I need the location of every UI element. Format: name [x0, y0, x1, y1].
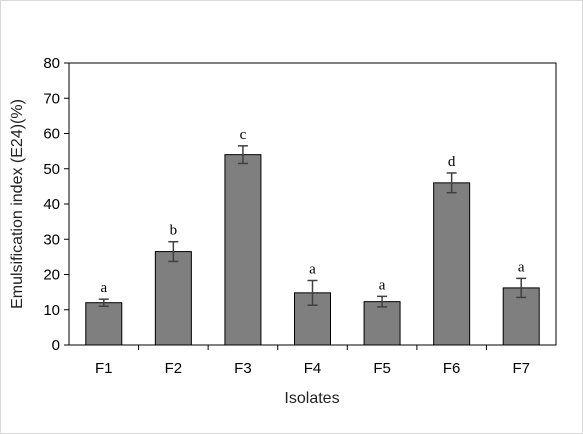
x-tick-label: F6: [443, 360, 461, 377]
significance-label-f5: a: [379, 277, 386, 293]
significance-label-f7: a: [518, 259, 525, 275]
y-axis-title: Emulsification index (E24)(%): [9, 99, 26, 309]
y-tick-label: 50: [43, 161, 60, 178]
plot-area-frame: [68, 62, 557, 346]
y-tick-label: 70: [43, 90, 60, 107]
y-tick-label: 80: [43, 55, 60, 72]
error-bar-f1: [98, 298, 109, 307]
significance-label-f4: a: [309, 261, 316, 277]
significance-label-f3: c: [240, 127, 247, 143]
x-tick-label: F4: [304, 360, 322, 377]
x-axis-title: Isolates: [284, 390, 339, 407]
x-tick-label: F2: [165, 360, 183, 377]
error-bar-f5: [377, 295, 388, 308]
y-tick-label: 40: [43, 196, 60, 213]
bar-f6: [433, 182, 471, 346]
y-tick-label: 30: [43, 231, 60, 248]
error-bar-f3: [237, 145, 248, 165]
y-tick-label: 60: [43, 126, 60, 143]
bar-f2: [154, 251, 192, 346]
bar-f1: [85, 302, 123, 346]
y-tick-label: 0: [52, 337, 60, 354]
y-tick-label: 20: [43, 267, 60, 284]
x-tick-label: F1: [95, 360, 113, 377]
error-bar-f4: [307, 279, 318, 306]
x-tick-label: F5: [373, 360, 391, 377]
error-bar-f2: [168, 240, 179, 263]
x-tick-label: F3: [234, 360, 252, 377]
error-bar-f7: [516, 277, 527, 299]
error-bar-f6: [446, 172, 457, 194]
bar-f3: [224, 154, 262, 346]
significance-label-f2: b: [170, 223, 178, 239]
significance-label-f1: a: [100, 280, 107, 296]
y-tick-label: 10: [43, 302, 60, 319]
significance-label-f6: d: [448, 154, 456, 170]
bar-f5: [363, 301, 401, 346]
x-tick-label: F7: [512, 360, 530, 377]
